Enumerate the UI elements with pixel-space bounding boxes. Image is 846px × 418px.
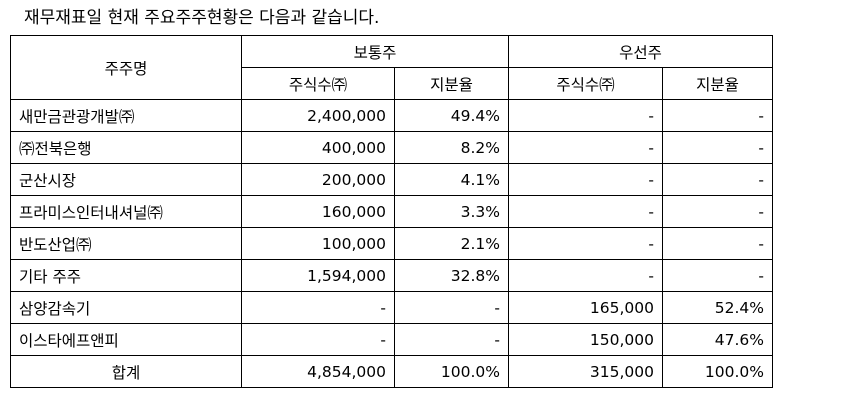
preferred-shares: - [508, 99, 663, 132]
table-row: 프라미스인터내셔널㈜ 160,000 3.3% - - [10, 195, 773, 228]
holder-name: 기타 주주 [10, 259, 242, 292]
header-common-ratio: 지분율 [394, 67, 509, 100]
total-label: 합계 [10, 355, 242, 388]
holder-name: 삼양감속기 [10, 291, 242, 324]
holder-name: ㈜전북은행 [10, 131, 242, 164]
preferred-ratio: 52.4% [662, 291, 773, 324]
preferred-shares: - [508, 259, 663, 292]
preferred-ratio: 47.6% [662, 323, 773, 356]
preferred-ratio: - [662, 131, 773, 164]
table-row: 군산시장 200,000 4.1% - - [10, 163, 773, 196]
header-row-columns: 주식수㈜ 지분율 주식수㈜ 지분율 [11, 67, 773, 100]
preferred-shares: - [508, 163, 663, 196]
common-ratio: 8.2% [394, 131, 509, 164]
table-row: 반도산업㈜ 100,000 2.1% - - [10, 227, 773, 260]
header-common-stock: 보통주 [241, 35, 509, 68]
holder-name: 군산시장 [10, 163, 242, 196]
preferred-ratio: - [662, 259, 773, 292]
table-row: 기타 주주 1,594,000 32.8% - - [10, 259, 773, 292]
total-preferred-shares: 315,000 [508, 355, 663, 388]
preferred-ratio: - [662, 99, 773, 132]
common-ratio: 49.4% [394, 99, 509, 132]
common-shares: - [241, 291, 395, 324]
table-row: 이스타에프앤피 - - 150,000 47.6% [10, 323, 773, 356]
common-shares: 400,000 [241, 131, 395, 164]
common-ratio: - [394, 323, 509, 356]
preferred-ratio: - [662, 195, 773, 228]
common-ratio: 3.3% [394, 195, 509, 228]
preferred-shares: 150,000 [508, 323, 663, 356]
header-common-shares: 주식수㈜ [241, 67, 395, 100]
preferred-shares: - [508, 227, 663, 260]
common-ratio: 2.1% [394, 227, 509, 260]
preferred-shares: 165,000 [508, 291, 663, 324]
header-preferred-ratio: 지분율 [662, 67, 773, 100]
preferred-ratio: - [662, 227, 773, 260]
preferred-shares: - [508, 195, 663, 228]
holder-name: 새만금관광개발㈜ [10, 99, 242, 132]
table-row: 새만금관광개발㈜ 2,400,000 49.4% - - [10, 99, 773, 132]
total-common-shares: 4,854,000 [241, 355, 395, 388]
common-shares: 200,000 [241, 163, 395, 196]
header-row-groups: 주주명 보통주 우선주 [10, 35, 773, 100]
total-preferred-ratio: 100.0% [662, 355, 773, 388]
header-preferred-shares: 주식수㈜ [508, 67, 663, 100]
common-shares: 1,594,000 [241, 259, 395, 292]
common-shares: 160,000 [241, 195, 395, 228]
header-holder-name: 주주명 [10, 35, 242, 100]
holder-name: 이스타에프앤피 [10, 323, 242, 356]
common-shares: 2,400,000 [241, 99, 395, 132]
common-ratio: 4.1% [394, 163, 509, 196]
header-preferred-stock: 우선주 [508, 35, 773, 68]
common-ratio: - [394, 291, 509, 324]
holder-name: 반도산업㈜ [10, 227, 242, 260]
total-row: 합계 4,854,000 100.0% 315,000 100.0% [10, 355, 773, 388]
total-common-ratio: 100.0% [394, 355, 509, 388]
caption-text: 재무재표일 현재 주요주주현황은 다음과 같습니다. [24, 8, 380, 28]
common-shares: 100,000 [241, 227, 395, 260]
shareholder-table: 주주명 보통주 우선주 주식수㈜ 지분율 주식수㈜ 지분율 새만금관광개발㈜ 2… [10, 35, 773, 388]
common-ratio: 32.8% [394, 259, 509, 292]
preferred-ratio: - [662, 163, 773, 196]
table-row: ㈜전북은행 400,000 8.2% - - [10, 131, 773, 164]
common-shares: - [241, 323, 395, 356]
preferred-shares: - [508, 131, 663, 164]
table-row: 삼양감속기 - - 165,000 52.4% [10, 291, 773, 324]
holder-name: 프라미스인터내셔널㈜ [10, 195, 242, 228]
